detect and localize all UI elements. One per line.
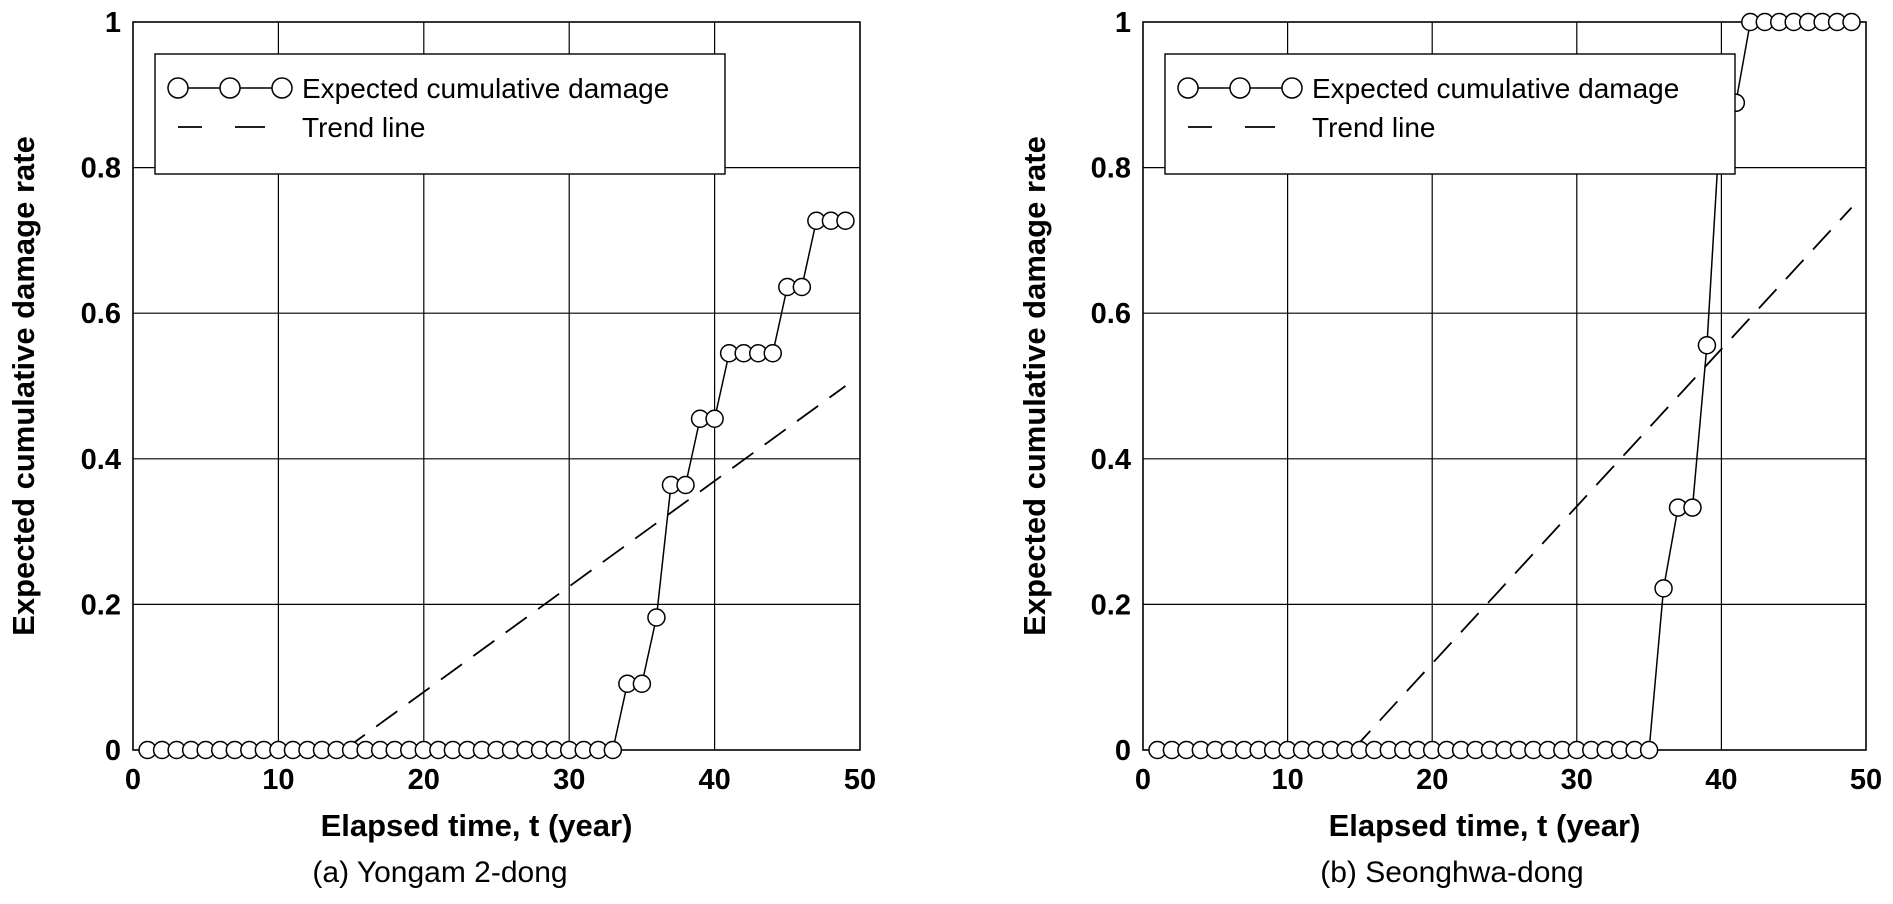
chart-panel-2: 0 10 20 30 40 50 0 0.2 0.4 0.6 0.8 1 Elapsed time, t… <box>1017 7 1882 889</box>
x-tick-label: 10 <box>1271 764 1303 796</box>
damage-point <box>1654 579 1673 598</box>
damage-series-line <box>147 219 846 751</box>
damage-point <box>836 211 855 230</box>
legend-damage-marker <box>1281 77 1303 99</box>
legend: Expected cumulative damage Trend line <box>154 53 726 175</box>
y-tick-label: 0.8 <box>1091 153 1131 185</box>
legend-damage-marker <box>167 77 189 99</box>
x-tick-label: 50 <box>844 764 876 796</box>
legend-trend-label: Trend line <box>302 112 425 143</box>
chart-panel-1: 0 10 20 30 40 50 0 0.2 0.4 0.6 0.8 1 Elapsed time, t… <box>6 7 876 889</box>
legend-damage-label: Expected cumulative damage <box>302 73 669 104</box>
damage-point <box>603 740 623 760</box>
legend-box <box>154 53 726 175</box>
damage-point <box>1697 335 1717 355</box>
legend-damage-marker <box>271 77 293 99</box>
x-tick-label: 10 <box>262 764 294 796</box>
damage-point <box>792 277 812 297</box>
y-tick-label: 0.6 <box>81 298 121 330</box>
x-tick-label: 20 <box>1416 764 1448 796</box>
y-tick-label: 0 <box>105 735 121 767</box>
y-tick-label: 0.2 <box>1091 589 1131 621</box>
y-tick-label: 0.2 <box>81 589 121 621</box>
y-axis-label: Expected cumulative damage rate <box>1017 136 1052 636</box>
panel-caption: (a) Yongam 2-dong <box>312 856 567 889</box>
y-axis-label: Expected cumulative damage rate <box>6 136 41 636</box>
damage-point <box>763 343 783 363</box>
damage-point <box>647 608 666 627</box>
damage-point <box>1639 740 1659 760</box>
damage-point <box>1842 12 1861 32</box>
y-tick-label: 0.4 <box>81 444 121 476</box>
legend-trend-label: Trend line <box>1312 112 1435 143</box>
legend-damage-label: Expected cumulative damage <box>1312 73 1679 104</box>
x-tick-label: 50 <box>1850 764 1882 796</box>
x-tick-label: 30 <box>553 764 585 796</box>
x-tick-label: 20 <box>408 764 440 796</box>
legend-damage-marker <box>1229 77 1251 99</box>
y-tick-label: 0.6 <box>1091 298 1131 330</box>
y-tick-label: 1 <box>1115 7 1131 39</box>
y-tick-label: 0.4 <box>1091 444 1131 476</box>
y-tick-label: 0 <box>1115 735 1131 767</box>
y-tick-label: 0.8 <box>81 153 121 185</box>
x-tick-label: 0 <box>125 764 141 796</box>
damage-point <box>705 409 724 429</box>
x-tick-label: 40 <box>698 764 730 796</box>
x-axis-label: Elapsed time, t (year) <box>1329 808 1641 843</box>
x-tick-label: 0 <box>1135 764 1151 796</box>
trend-line <box>343 385 846 751</box>
x-tick-label: 30 <box>1561 764 1593 796</box>
legend-box <box>1164 53 1736 175</box>
damage-point <box>632 674 652 694</box>
y-tick-label: 1 <box>105 7 121 39</box>
x-tick-label: 40 <box>1705 764 1737 796</box>
panel-caption: (b) Seonghwa-dong <box>1320 856 1584 889</box>
damage-point <box>1683 498 1702 517</box>
legend-damage-marker <box>219 77 241 99</box>
trend-line <box>1352 207 1853 751</box>
legend-damage-marker <box>1177 77 1199 99</box>
damage-point <box>676 475 695 495</box>
legend: Expected cumulative damage Trend line <box>1164 53 1736 175</box>
x-axis-label: Elapsed time, t (year) <box>321 808 633 843</box>
